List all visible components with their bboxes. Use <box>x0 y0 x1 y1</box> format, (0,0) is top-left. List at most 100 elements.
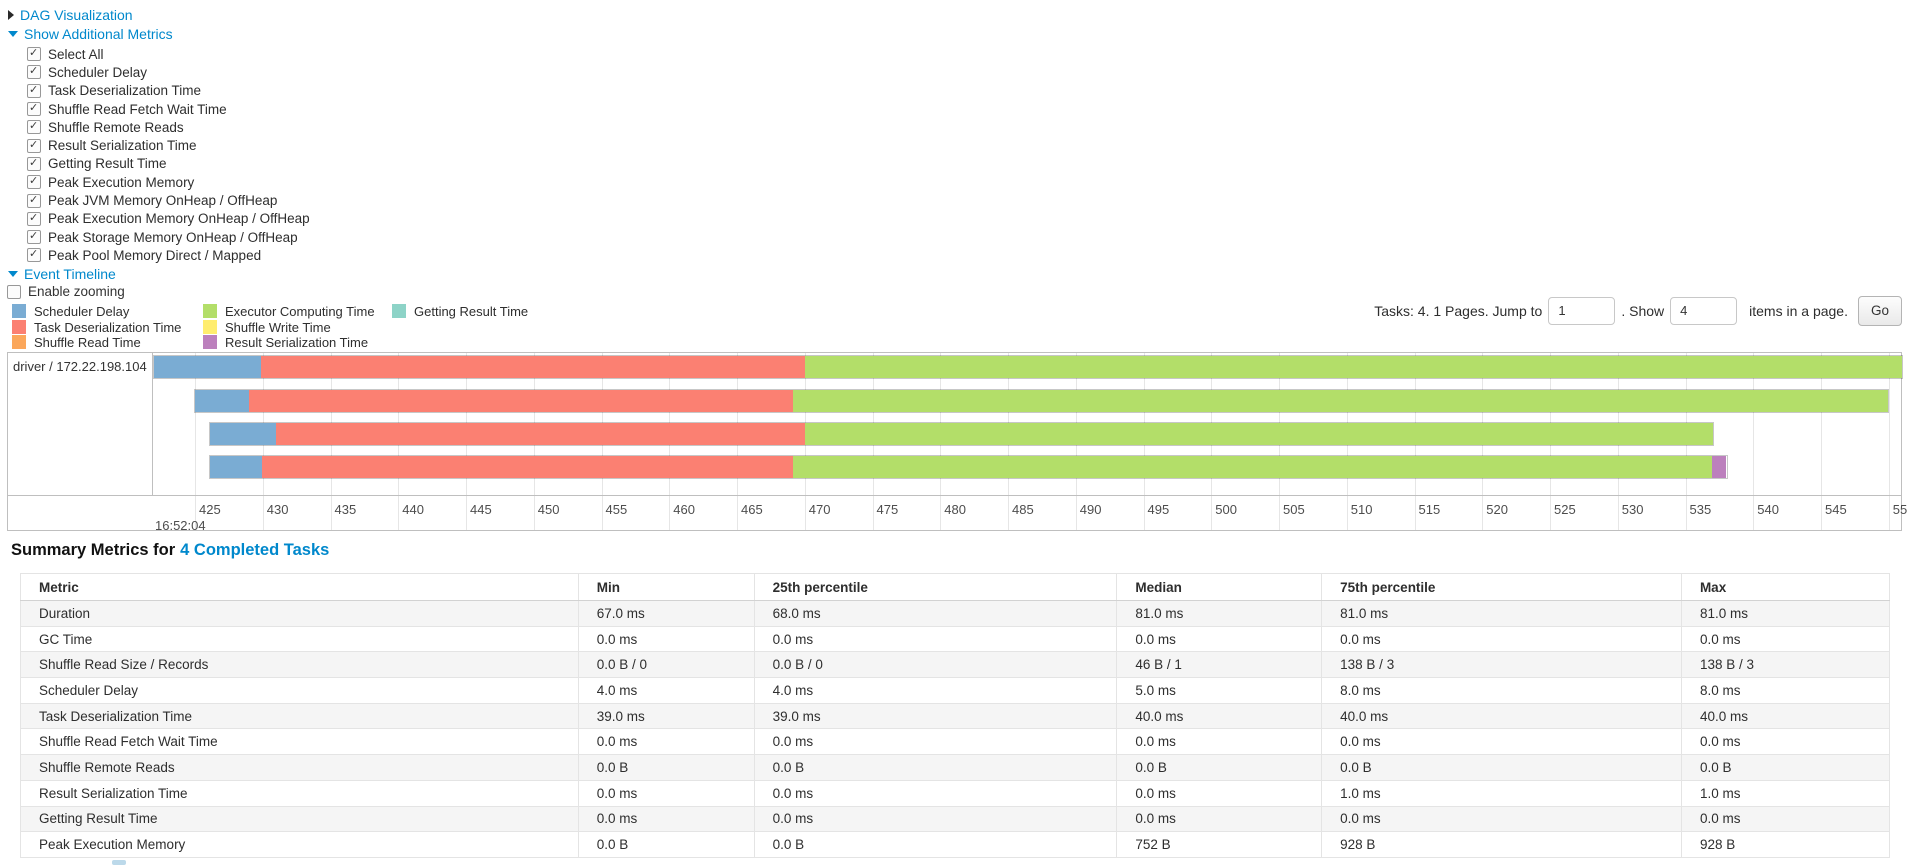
metric-checkbox-label: Peak JVM Memory OnHeap / OffHeap <box>48 193 278 209</box>
metric-checkbox-label: Shuffle Read Fetch Wait Time <box>48 101 227 117</box>
metric-checkbox[interactable] <box>27 83 41 98</box>
axis-tick-label: 465 <box>741 502 763 517</box>
metric-checkbox-item[interactable]: Task Deserialization Time <box>27 82 310 100</box>
metric-checkbox[interactable] <box>27 247 41 263</box>
metric-checkbox-item[interactable]: Result Serialization Time <box>27 136 310 154</box>
axis-tick-label: 425 <box>199 502 221 517</box>
table-cell: 0.0 ms <box>577 779 755 807</box>
summary-metrics-heading: Summary Metrics for 4 Completed Tasks <box>11 541 329 560</box>
enable-zooming-row: Enable zooming <box>7 284 125 299</box>
table-cell: 40.0 ms <box>1680 702 1891 730</box>
metric-checkbox[interactable] <box>27 101 41 117</box>
metric-checkbox[interactable] <box>27 46 41 62</box>
task-segment-scheduler-delay <box>154 356 261 378</box>
task-segment-task-deserialization <box>275 423 805 445</box>
task-timeline-bar[interactable] <box>193 389 1889 413</box>
task-pagination: Tasks: 4. 1 Pages. Jump to . Show items … <box>1374 295 1902 326</box>
axis-major-time-label: 16:52:04 <box>155 518 206 533</box>
axis-tick-label: 505 <box>1283 502 1305 517</box>
table-cell: 928 B <box>1680 831 1891 858</box>
legend-label: Scheduler Delay <box>34 304 130 319</box>
task-segment-executor-computing <box>792 456 1712 478</box>
table-cell: 39.0 ms <box>753 702 1118 730</box>
items-per-page-input[interactable] <box>1670 296 1738 325</box>
metric-checkbox-item[interactable]: Peak Execution Memory <box>27 173 310 191</box>
axis-gridline <box>195 353 196 530</box>
table-row: GC Time 0.0 ms 0.0 ms 0.0 ms 0.0 ms 0.0 ms <box>20 625 1891 653</box>
task-segment-scheduler-delay <box>209 456 263 478</box>
event-timeline-toggle[interactable]: Event Timeline <box>8 265 116 283</box>
axis-tick-label: 520 <box>1486 502 1508 517</box>
task-timeline-bar[interactable] <box>153 355 1903 379</box>
legend-label: Shuffle Write Time <box>225 320 331 335</box>
event-timeline-link[interactable]: Event Timeline <box>24 266 116 282</box>
legend-label: Result Serialization Time <box>225 335 369 350</box>
axis-tick-label: 470 <box>808 502 831 517</box>
legend-item: Executor Computing Time <box>203 304 375 319</box>
table-cell: 81.0 ms <box>1321 600 1682 627</box>
arrow-right-icon <box>8 10 14 20</box>
table-cell: 0.0 ms <box>753 728 1118 756</box>
table-cell: 40.0 ms <box>1116 702 1323 730</box>
table-row: Getting Result Time 0.0 ms 0.0 ms 0.0 ms 0.0… <box>20 805 1891 833</box>
axis-tick-label: 475 <box>876 502 899 517</box>
arrow-down-icon <box>8 271 18 277</box>
table-cell: Task Deserialization Time <box>20 702 579 730</box>
table-cell: 0.0 ms <box>1321 625 1682 653</box>
metric-checkbox[interactable] <box>27 64 41 80</box>
show-additional-metrics-link[interactable]: Show Additional Metrics <box>24 26 173 42</box>
table-header-cell: 25th percentile <box>753 573 1118 601</box>
table-cell: 8.0 ms <box>1680 677 1891 704</box>
arrow-down-icon <box>8 31 18 37</box>
table-cell: 0.0 ms <box>1116 625 1323 653</box>
table-cell: Shuffle Read Size / Records <box>20 651 579 679</box>
metric-checkbox-item[interactable]: Peak Pool Memory Direct / Mapped <box>27 246 310 264</box>
enable-zooming-checkbox[interactable] <box>7 284 21 299</box>
legend-item: Result Serialization Time <box>203 335 368 350</box>
metric-checkbox-item[interactable]: Shuffle Remote Reads <box>27 118 310 136</box>
metric-checkbox-item[interactable]: Select All <box>27 45 310 63</box>
metric-checkbox[interactable] <box>27 193 41 208</box>
dag-visualization-link[interactable]: DAG Visualization <box>20 7 133 23</box>
axis-tick-label: 430 <box>266 502 289 517</box>
legend-swatch-icon <box>203 335 217 349</box>
cutoff-next-section-artifact <box>112 860 126 865</box>
table-cell: 0.0 B / 0 <box>577 651 755 679</box>
axis-tick-label: 495 <box>1147 502 1170 517</box>
go-button[interactable]: Go <box>1857 295 1902 326</box>
table-header-row: Metric Min 25th percentile Median 75th perce… <box>20 573 1891 601</box>
legend-label: Getting Result Time <box>414 304 529 319</box>
task-segment-task-deserialization <box>262 456 793 478</box>
metric-checkbox-item[interactable]: Peak JVM Memory OnHeap / OffHeap <box>27 191 310 209</box>
metric-checkbox[interactable] <box>27 138 41 153</box>
metric-checkbox-label: Select All <box>48 46 104 62</box>
table-cell: Duration <box>20 600 579 627</box>
dag-visualization-toggle[interactable]: DAG Visualization <box>8 6 133 24</box>
metric-checkbox-item[interactable]: Getting Result Time <box>27 155 310 173</box>
metric-checkbox[interactable] <box>27 119 41 135</box>
metric-checkbox[interactable] <box>27 211 41 226</box>
task-segment-result-serialization <box>1711 456 1727 478</box>
table-cell: 0.0 B / 0 <box>753 651 1118 679</box>
metric-checkbox-item[interactable]: Scheduler Delay <box>27 63 310 81</box>
table-cell: 0.0 B <box>1321 754 1682 781</box>
metric-checkbox-item[interactable]: Shuffle Read Fetch Wait Time <box>27 100 310 118</box>
metric-checkbox[interactable] <box>27 174 41 190</box>
metric-checkbox-item[interactable]: Peak Execution Memory OnHeap / OffHeap <box>27 210 310 228</box>
metric-checkbox[interactable] <box>27 229 41 245</box>
table-cell: 0.0 B <box>1116 754 1323 781</box>
table-cell: 752 B <box>1116 831 1323 858</box>
axis-tick-label: 485 <box>1012 502 1034 517</box>
show-additional-metrics-toggle[interactable]: Show Additional Metrics <box>8 25 173 43</box>
metric-checkbox-item[interactable]: Peak Storage Memory OnHeap / OffHeap <box>27 228 310 246</box>
legend-item: Getting Result Time <box>392 304 528 319</box>
task-timeline-bar[interactable] <box>208 455 1728 479</box>
table-row: Shuffle Remote Reads 0.0 B 0.0 B 0.0 B 0.0 B… <box>20 754 1891 781</box>
metric-checkbox-label: Task Deserialization Time <box>48 83 202 99</box>
jump-to-page-input[interactable] <box>1548 296 1616 325</box>
task-timeline-bar[interactable] <box>208 422 1714 446</box>
timeline-plot-area: 425 430 435 440 445 450 455 460 465 470 475 480 485 4… <box>153 353 1907 533</box>
axis-tick-label: 500 <box>1215 502 1237 517</box>
metric-checkbox[interactable] <box>27 156 41 171</box>
timeline-legend: Scheduler Delay Task Deserialization Time… <box>0 302 640 352</box>
